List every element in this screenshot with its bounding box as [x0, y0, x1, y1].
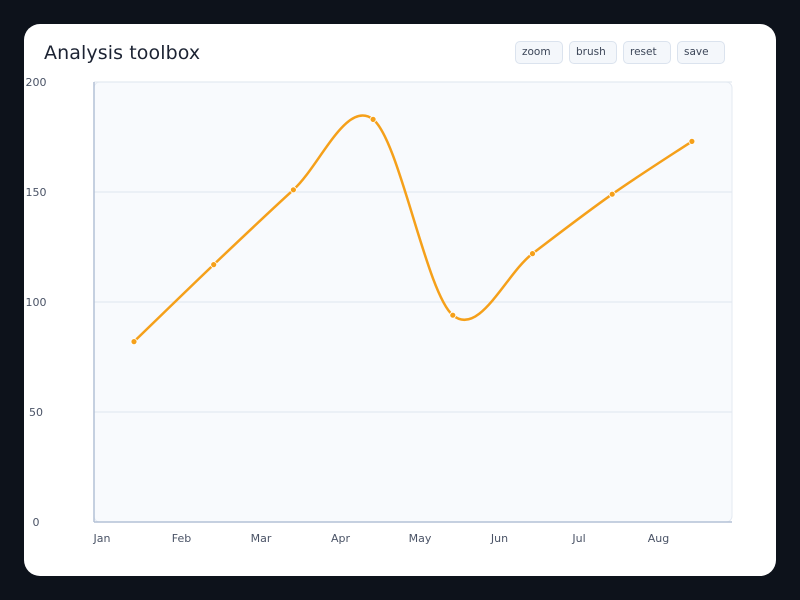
chart-card: Analysis toolbox zoom brush reset save 0…	[24, 24, 776, 576]
x-tick-label-apr: Apr	[331, 532, 351, 545]
x-axis-ticks: Jan Feb Mar Apr May Jun Jul Aug	[93, 532, 670, 545]
y-tick-label-200: 200	[26, 76, 47, 89]
data-point-apr	[369, 116, 377, 123]
y-tick-label-150: 150	[26, 186, 47, 199]
zoom-button[interactable]: zoom	[515, 41, 563, 64]
x-tick-label-jun: Jun	[490, 532, 508, 545]
data-point-jul	[608, 190, 616, 198]
x-tick-label-feb: Feb	[172, 532, 191, 545]
x-tick-label-aug: Aug	[648, 532, 669, 545]
save-button[interactable]: save	[677, 41, 725, 64]
x-tick-label-jan: Jan	[93, 532, 111, 545]
line-chart: 0 50 100 150 200 Jan Feb Mar Apr May Jun Jul Aug	[26, 76, 733, 545]
series-line-0	[132, 114, 694, 343]
brush-button[interactable]: brush	[569, 41, 617, 64]
data-point-mar	[289, 186, 297, 194]
data-point-feb	[210, 261, 218, 269]
series-layer	[130, 114, 696, 346]
chart-title: Analysis toolbox	[44, 42, 201, 64]
x-tick-label-jul: Jul	[571, 532, 585, 545]
data-point-jan	[130, 338, 138, 346]
data-point-may	[449, 311, 457, 319]
axes	[93, 82, 732, 523]
reset-button[interactable]: reset	[623, 41, 671, 64]
y-tick-label-0: 0	[33, 516, 40, 529]
data-point-aug	[688, 138, 696, 145]
x-tick-label-mar: Mar	[251, 532, 272, 545]
y-axis-ticks: 0 50 100 150 200	[26, 76, 47, 529]
y-tick-label-100: 100	[26, 296, 47, 309]
chart-toolbar: zoom brush reset save	[515, 41, 725, 64]
data-point-jun	[529, 250, 536, 258]
grid-lines	[94, 81, 732, 413]
x-tick-label-may: May	[409, 532, 432, 545]
y-tick-label-50: 50	[29, 406, 43, 419]
